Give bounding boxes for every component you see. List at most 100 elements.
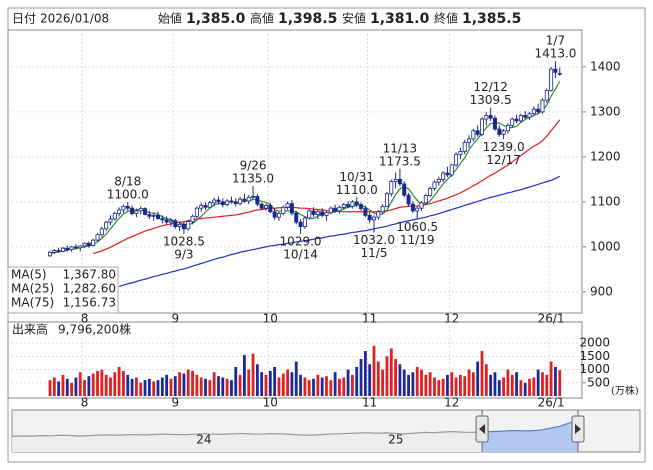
volume-bar <box>415 366 419 396</box>
candle-body <box>328 207 333 214</box>
volume-bar <box>433 377 436 396</box>
volume-bar <box>208 380 212 396</box>
volume-bar <box>394 359 397 396</box>
volume-bar <box>122 370 125 396</box>
volume-bar <box>143 380 147 396</box>
candle-body <box>259 203 264 209</box>
candle-body <box>497 128 502 135</box>
volume-bar <box>497 380 501 396</box>
candle-body <box>155 214 160 219</box>
volume-bar <box>316 374 320 396</box>
candle-body <box>462 142 467 152</box>
annotation-date: 11/5 <box>361 246 388 260</box>
candle-body <box>86 242 91 246</box>
volume-header-bg <box>9 323 133 337</box>
volume-bar <box>195 374 199 396</box>
field-value: 1,381.0 <box>370 11 430 27</box>
volume-bar <box>441 378 445 396</box>
volume-bar <box>376 361 380 396</box>
volume-bar <box>342 377 346 396</box>
candle-body <box>212 199 217 204</box>
volume-bar <box>156 380 160 396</box>
y-tick-label: 900 <box>590 284 613 298</box>
candle-body <box>276 213 281 218</box>
candle-body <box>479 118 484 135</box>
candle-body <box>177 223 182 228</box>
candle-body <box>207 202 212 208</box>
candle-body <box>384 193 389 207</box>
annotation-date: 11/13 <box>383 141 418 155</box>
candle-body <box>52 250 57 253</box>
candle-body <box>527 113 532 118</box>
candle-body <box>302 217 307 228</box>
candle-body <box>164 219 169 223</box>
volume-bar <box>225 378 229 396</box>
candle-body <box>160 218 165 221</box>
volume-title: 出来高 <box>12 322 48 337</box>
x-tick-label: 11 <box>362 396 377 410</box>
volume-bar <box>273 366 277 396</box>
field-label: 終値 <box>434 11 458 26</box>
volume-bar <box>290 372 294 396</box>
selection-handle[interactable] <box>571 415 585 443</box>
annotation-value: 1060.5 <box>396 220 438 234</box>
field-value: 1,398.5 <box>278 11 337 27</box>
volume-bar <box>506 369 510 396</box>
candle-body <box>294 212 299 223</box>
x-tick-label: 12 <box>444 312 459 326</box>
navigator-label: 25 <box>388 433 403 447</box>
annotation-value: 1173.5 <box>379 154 421 168</box>
candle-body <box>65 247 70 250</box>
candle-body <box>536 108 541 113</box>
y-tick-label: 1000 <box>590 239 621 253</box>
volume-bar <box>173 376 177 396</box>
candle-body <box>108 218 113 223</box>
volume-bar <box>549 361 553 396</box>
x-tick-label: 12 <box>444 396 459 410</box>
candle-body <box>354 201 359 205</box>
annotation-date: 10/14 <box>283 247 318 261</box>
volume-bar <box>104 374 108 396</box>
volume-bar <box>238 374 242 396</box>
candle-body <box>311 210 316 215</box>
volume-bar <box>312 378 315 396</box>
handle-arrow <box>479 424 486 434</box>
annotation-date: 12/12 <box>473 80 508 94</box>
legend-name: MA(75) <box>11 296 54 310</box>
volume-bar <box>182 373 186 396</box>
volume-bar <box>70 382 73 396</box>
candle-body <box>151 214 156 217</box>
volume-bar <box>130 378 134 396</box>
volume-bar <box>277 377 281 396</box>
volume-bar <box>204 378 207 396</box>
volume-bar <box>493 372 497 396</box>
x-tick-label: 8 <box>81 312 89 326</box>
candle-body <box>289 203 294 214</box>
candle-body <box>147 214 152 217</box>
candle-body <box>432 181 437 189</box>
annotation-date: 8/18 <box>114 174 141 188</box>
y-tick-label: 1300 <box>590 104 621 118</box>
selection-handle[interactable] <box>475 415 489 443</box>
candle-body <box>78 245 83 249</box>
candle-body <box>298 221 303 228</box>
x-tick-label: 26/1 <box>538 396 565 410</box>
volume-bar <box>424 374 428 396</box>
candle-body <box>359 204 364 210</box>
volume-bar <box>541 372 544 396</box>
volume-bar <box>52 377 56 396</box>
volume-bar <box>221 377 225 396</box>
volume-bar <box>459 374 462 396</box>
candle-body <box>190 215 195 223</box>
candle-body <box>268 205 273 213</box>
candle-body <box>518 115 523 122</box>
candle-body <box>324 212 329 216</box>
navigator-line <box>11 431 483 437</box>
candle-body <box>220 201 225 205</box>
annotation-date: 12/17 <box>486 153 521 167</box>
candle-body <box>186 221 191 230</box>
volume-bar <box>467 369 471 396</box>
volume-bar <box>389 348 393 396</box>
candle-body <box>199 205 204 209</box>
legend-value: 1,282.60 <box>63 282 116 296</box>
